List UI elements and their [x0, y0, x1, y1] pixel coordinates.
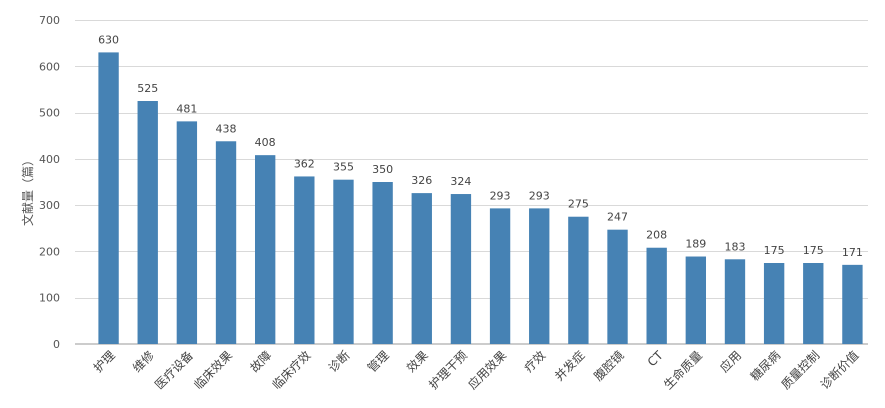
bar-19	[842, 264, 863, 344]
bar-2	[176, 121, 198, 344]
bar-16	[724, 259, 746, 344]
data-label: 362	[294, 157, 315, 170]
category-label: 应用效果	[465, 348, 510, 393]
data-label: 275	[568, 198, 589, 211]
category-label: 诊断	[325, 348, 353, 376]
bar-17	[763, 263, 785, 344]
y-tick-label: 0	[53, 338, 60, 351]
category-label: 并发症	[551, 348, 587, 384]
bar-9	[450, 194, 472, 344]
bar-3	[215, 141, 237, 344]
data-label: 247	[607, 211, 628, 224]
bar-11	[529, 208, 550, 344]
data-label: 355	[333, 161, 354, 174]
y-tick-label: 600	[39, 60, 60, 73]
bar-8	[411, 193, 432, 344]
bar-5	[294, 176, 315, 344]
bar-0	[98, 52, 119, 345]
bar-6	[333, 179, 354, 344]
category-label: 诊断价值	[817, 348, 862, 393]
data-label: 189	[685, 238, 706, 251]
category-label: 糖尿病	[747, 348, 783, 384]
data-label: 175	[764, 244, 785, 257]
bar-7	[372, 182, 393, 344]
y-tick-label: 100	[39, 292, 60, 305]
bar-12	[568, 216, 589, 344]
data-label: 481	[176, 102, 197, 115]
category-label: 生命质量	[660, 348, 705, 393]
category-label: 管理	[364, 348, 392, 376]
category-label: 临床疗效	[269, 348, 314, 393]
y-tick-label: 400	[39, 153, 60, 166]
category-label: 护理干预	[426, 348, 470, 392]
data-labels: 630 525 481 438 408 362 355 350 326 324 293 293 275 2…	[98, 33, 863, 258]
category-label: 故障	[247, 348, 275, 376]
bar-15	[685, 256, 707, 344]
category-label: 应用	[717, 348, 745, 376]
category-label: 医疗设备	[152, 348, 196, 392]
data-label: 324	[450, 175, 471, 188]
category-label: 临床效果	[191, 348, 236, 393]
y-tick-label: 700	[39, 14, 60, 27]
category-label: 护理	[91, 348, 118, 375]
category-label: 效果	[403, 348, 431, 376]
data-label: 175	[803, 244, 824, 257]
data-label: 408	[255, 136, 276, 149]
category-label: 质量控制	[779, 348, 823, 392]
bar-4	[254, 155, 276, 344]
data-label: 293	[529, 189, 550, 202]
data-label: 183	[724, 240, 745, 253]
y-axis-ticks: 0 100 200 300 400 500 600 700	[39, 14, 60, 351]
bar-13	[607, 229, 628, 344]
y-tick-label: 500	[39, 107, 60, 120]
data-label: 208	[646, 229, 667, 242]
data-label: 326	[411, 174, 432, 187]
bar-1	[137, 101, 158, 344]
category-label: CT	[645, 348, 666, 369]
data-label: 171	[842, 246, 863, 259]
y-tick-label: 300	[39, 199, 60, 212]
bar-18	[803, 263, 824, 344]
data-label: 630	[98, 33, 119, 46]
gridlines	[75, 20, 868, 299]
bar-10	[489, 208, 511, 344]
bars	[98, 52, 863, 345]
data-label: 293	[490, 189, 511, 202]
data-label: 438	[216, 122, 237, 135]
category-label: 维修	[129, 348, 157, 376]
category-label: 腹腔镜	[591, 348, 627, 384]
category-label: 疗效	[521, 348, 549, 376]
data-label: 525	[137, 82, 158, 95]
y-axis-title: 文献量（篇）	[20, 154, 35, 226]
bar-14	[646, 247, 667, 344]
y-tick-label: 200	[39, 245, 60, 258]
data-label: 350	[372, 163, 393, 176]
